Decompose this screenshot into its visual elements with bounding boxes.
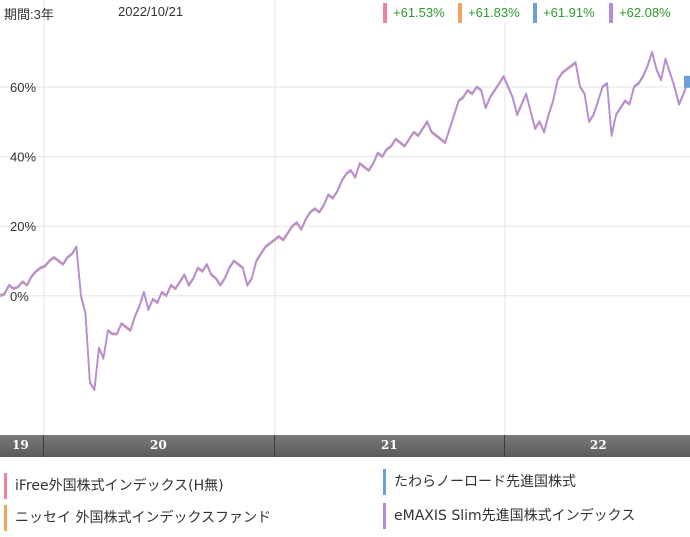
x-axis-bar: [0, 435, 690, 457]
legend-label-tawara: たわらノーロード先進国株式: [394, 474, 576, 490]
return-badge-ifree: +61.53%: [383, 3, 445, 23]
period-label: 期間:3年: [4, 7, 54, 22]
y-tick-label: 60%: [10, 80, 36, 95]
legend-label-ifree: iFree外国株式インデックス(H無): [15, 478, 224, 494]
date-label: 2022/10/21: [118, 4, 184, 19]
x-axis-separator: [504, 435, 505, 457]
y-tick-label: 40%: [10, 150, 36, 165]
return-badge-nissay-text: +61.83%: [468, 5, 520, 20]
x-tick-label: 21: [381, 438, 398, 452]
return-badge-ifree-text: +61.53%: [393, 5, 445, 20]
legend-item-emaxis[interactable]: eMAXIS Slim先進国株式インデックス: [383, 503, 635, 529]
x-tick-label: 22: [590, 438, 607, 452]
y-tick-label: 0%: [10, 289, 29, 304]
legend-item-tawara[interactable]: たわらノーロード先進国株式: [383, 469, 576, 495]
x-tick-label: 20: [150, 438, 167, 452]
return-badge-tawara-text: +61.91%: [543, 5, 595, 20]
y-tick-label: 20%: [10, 219, 36, 234]
return-badge-tawara: +61.91%: [533, 3, 595, 23]
chart-plot-area: 60% 40% 20% 0%: [0, 0, 690, 435]
series-line-tawara: [0, 51, 689, 391]
series-line-emaxis: [0, 50, 689, 390]
chart-svg: 60% 40% 20% 0%: [0, 0, 690, 435]
series-line-ifree: [0, 51, 689, 392]
x-axis-separator: [274, 435, 275, 457]
legend-label-nissay: ニッセイ 外国株式インデックスファンド: [15, 510, 272, 526]
legend-item-ifree[interactable]: iFree外国株式インデックス(H無): [4, 473, 224, 499]
return-badge-nissay: +61.83%: [458, 3, 520, 23]
legend-label-emaxis: eMAXIS Slim先進国株式インデックス: [394, 508, 636, 524]
series-line-nissay: [0, 51, 689, 391]
return-badge-emaxis-text: +62.08%: [619, 5, 671, 20]
x-axis-separator: [43, 435, 44, 457]
return-badge-emaxis: +62.08%: [609, 3, 671, 23]
legend-item-nissay[interactable]: ニッセイ 外国株式インデックスファンド: [4, 505, 271, 531]
x-tick-label: 19: [12, 438, 29, 452]
end-point-marker: [684, 75, 690, 88]
